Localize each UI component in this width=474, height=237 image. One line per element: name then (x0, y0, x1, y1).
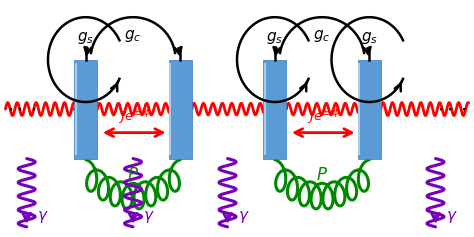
Bar (264, 59, 286, 159)
Text: $P$: $P$ (127, 166, 139, 184)
Text: $g_c$: $g_c$ (313, 28, 331, 44)
Text: $P$: $P$ (316, 166, 328, 184)
Text: $\gamma$: $\gamma$ (446, 209, 457, 224)
Bar (169, 59, 191, 159)
Text: $Je^{\pm i\phi}$: $Je^{\pm i\phi}$ (307, 107, 340, 126)
Text: $g_s$: $g_s$ (361, 30, 378, 46)
Text: $\cdot\cdot\cdot$: $\cdot\cdot\cdot$ (437, 100, 467, 118)
Text: $g_s$: $g_s$ (266, 30, 283, 46)
Bar (74, 59, 97, 159)
Text: $g_c$: $g_c$ (124, 28, 142, 44)
Text: $\gamma$: $\gamma$ (37, 209, 49, 224)
Text: $Je^{\pm i\phi}$: $Je^{\pm i\phi}$ (118, 107, 151, 126)
Bar (358, 59, 381, 159)
Text: $\cdot\cdot\cdot$: $\cdot\cdot\cdot$ (7, 100, 37, 118)
Text: $\gamma$: $\gamma$ (144, 209, 155, 224)
Text: $g_s$: $g_s$ (77, 30, 94, 46)
Text: $\gamma$: $\gamma$ (238, 209, 250, 224)
